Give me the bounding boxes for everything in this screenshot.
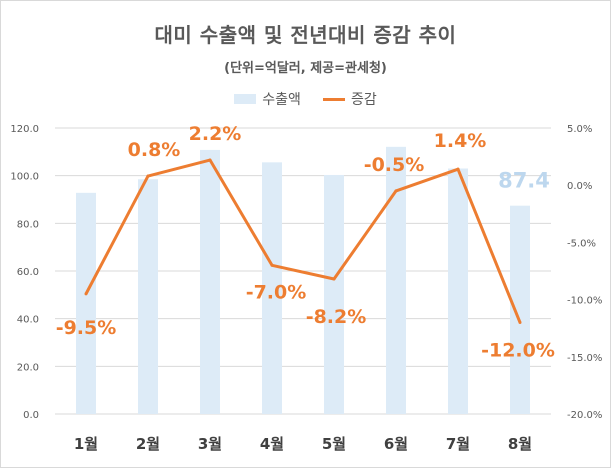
bar-export bbox=[386, 146, 406, 414]
line-point bbox=[394, 189, 398, 193]
x-category-label: 6월 bbox=[384, 435, 408, 453]
line-data-label: -8.2% bbox=[306, 306, 367, 328]
y-left-tick-label: 20.0 bbox=[17, 362, 39, 373]
chart-subtitle: (단위=억달러, 제공=관세청) bbox=[224, 61, 387, 76]
line-point bbox=[146, 174, 150, 178]
line-data-label: -9.5% bbox=[56, 317, 117, 339]
bar-export bbox=[138, 179, 158, 414]
y-left-tick-label: 60.0 bbox=[17, 267, 39, 278]
y-left-tick-label: 120.0 bbox=[10, 124, 39, 135]
legend-bar-swatch bbox=[234, 94, 257, 104]
x-category-label: 4월 bbox=[260, 435, 284, 453]
bar-export bbox=[262, 162, 282, 414]
legend-line-swatch bbox=[322, 97, 345, 101]
line-data-label: -0.5% bbox=[364, 154, 425, 176]
bar-export bbox=[200, 149, 220, 414]
x-category-label: 7월 bbox=[446, 435, 470, 453]
legend-label-export: 수출액 bbox=[262, 92, 301, 108]
bar-data-label: 87.4 bbox=[498, 169, 550, 193]
x-category-label: 8월 bbox=[508, 435, 532, 453]
y-left-tick-label: 100.0 bbox=[10, 172, 39, 183]
line-data-label: 0.8% bbox=[128, 139, 181, 161]
line-data-label: -7.0% bbox=[246, 281, 307, 303]
bar-export bbox=[510, 205, 530, 414]
y-right-tick-label: 0.0% bbox=[567, 181, 592, 192]
line-point bbox=[518, 320, 522, 324]
line-data-label: -12.0% bbox=[481, 339, 555, 361]
x-category-label: 3월 bbox=[198, 435, 222, 453]
line-point bbox=[456, 167, 460, 171]
legend-item-export: 수출액 bbox=[234, 89, 301, 109]
line-point bbox=[208, 158, 212, 162]
y-left-tick-label: 40.0 bbox=[17, 315, 39, 326]
y-right-tick-label: -15.0% bbox=[567, 353, 602, 364]
line-point bbox=[270, 263, 274, 267]
y-right-tick-label: 5.0% bbox=[567, 124, 592, 135]
chart-title: 대미 수출액 및 전년대비 증감 추이 bbox=[154, 23, 457, 47]
bar-export bbox=[448, 168, 468, 414]
bar-export bbox=[324, 174, 344, 414]
chart-legend: 수출액 증감 bbox=[1, 89, 610, 109]
legend-item-change: 증감 bbox=[322, 89, 377, 109]
y-right-tick-label: -20.0% bbox=[567, 410, 602, 421]
y-left-tick-label: 0.0 bbox=[23, 410, 39, 421]
x-category-label: 1월 bbox=[74, 435, 98, 453]
x-category-label: 2월 bbox=[136, 435, 160, 453]
y-left-tick-label: 80.0 bbox=[17, 219, 39, 230]
x-category-label: 5월 bbox=[322, 435, 346, 453]
line-point bbox=[84, 292, 88, 296]
line-data-label: 1.4% bbox=[434, 130, 487, 152]
bar-export bbox=[76, 192, 96, 414]
y-right-tick-label: -10.0% bbox=[567, 296, 602, 307]
line-point bbox=[332, 277, 336, 281]
legend-label-change: 증감 bbox=[350, 92, 377, 108]
line-change bbox=[84, 158, 522, 324]
line-data-label: 2.2% bbox=[189, 123, 242, 145]
y-right-tick-label: -5.0% bbox=[567, 238, 596, 249]
